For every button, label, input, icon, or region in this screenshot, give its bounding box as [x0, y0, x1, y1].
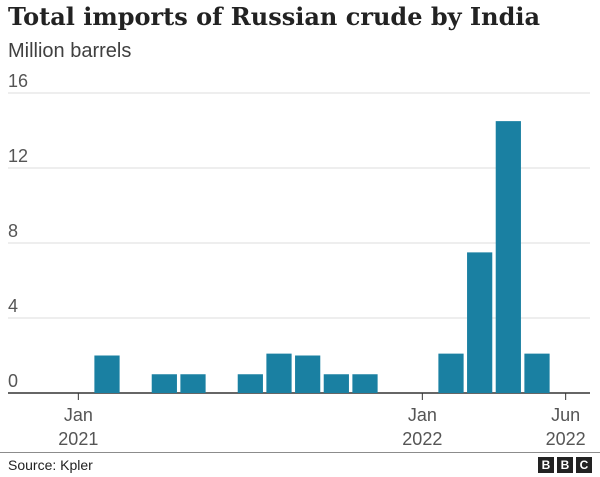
- y-tick-label: 12: [8, 146, 28, 166]
- x-tick-label-year: 2022: [546, 429, 586, 449]
- x-tick-labels: Jan 2021 Jan 2022 Jun 2022: [58, 393, 586, 449]
- bar: [352, 374, 378, 393]
- bar: [467, 252, 493, 393]
- bbc-logo: B B C: [538, 457, 592, 473]
- y-tick-label: 8: [8, 221, 18, 241]
- bar: [295, 355, 321, 393]
- bar: [524, 353, 550, 393]
- y-tick-labels: 0 4 8 12 16: [8, 71, 28, 391]
- bar-chart: 0 4 8 12 16 Jan 2021 Jan 2022 Jun 2022: [8, 71, 590, 449]
- chart-title: Total imports of Russian crude by India: [8, 2, 541, 31]
- y-tick-label: 16: [8, 71, 28, 91]
- source-label: Source: Kpler: [8, 457, 93, 473]
- bar: [94, 355, 120, 393]
- chart-subtitle: Million barrels: [8, 40, 132, 62]
- x-tick-label-month: Jan: [64, 405, 93, 425]
- bars: [94, 121, 550, 393]
- x-tick-label-month: Jun: [551, 405, 580, 425]
- y-tick-label: 0: [8, 371, 18, 391]
- bbc-logo-letter: C: [576, 457, 592, 473]
- bar: [237, 374, 263, 393]
- bar: [180, 374, 206, 393]
- bar: [495, 121, 521, 393]
- x-tick-label-year: 2022: [402, 429, 442, 449]
- bbc-logo-letter: B: [538, 457, 554, 473]
- bar: [438, 353, 464, 393]
- y-tick-label: 4: [8, 296, 18, 316]
- bar: [151, 374, 177, 393]
- x-tick-label-month: Jan: [408, 405, 437, 425]
- bbc-logo-letter: B: [557, 457, 573, 473]
- bar: [323, 374, 349, 393]
- x-tick-label-year: 2021: [58, 429, 98, 449]
- footer: Source: Kpler B B C: [0, 452, 600, 477]
- bar: [266, 353, 292, 393]
